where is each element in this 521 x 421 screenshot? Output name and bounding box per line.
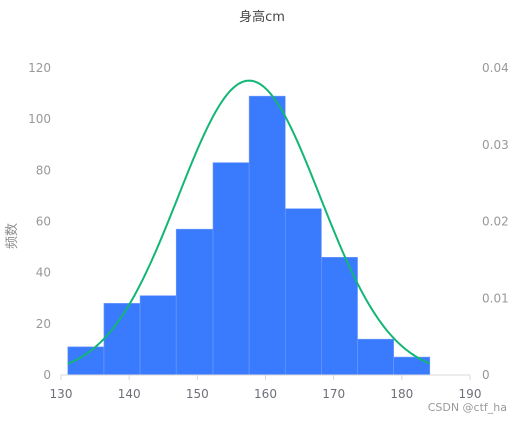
histogram-bar-7 [284, 208, 322, 376]
x-tick-label: 130 [50, 387, 73, 401]
histogram-bar-4 [175, 228, 214, 376]
y-tick-label: 20 [36, 317, 51, 331]
histogram-bar-10 [393, 356, 431, 376]
y-tick-label: 60 [36, 215, 51, 229]
y2-tick-label: 0.04 [482, 61, 509, 75]
x-tick-label: 140 [118, 387, 141, 401]
y-tick-label: 100 [28, 112, 51, 126]
x-tick-label: 170 [322, 387, 345, 401]
y2-tick-label: 0 [482, 368, 490, 382]
y-tick-label: 0 [43, 368, 51, 382]
x-axis-ticks: 130 140 150 160 170 180 190 [50, 375, 482, 401]
chart-title: 身高cm [239, 9, 285, 25]
y-axis-left-ticks: 0 20 40 60 80 100 120 [28, 61, 51, 382]
y-tick-label: 80 [36, 163, 51, 177]
histogram-bar-6 [248, 95, 286, 376]
y-tick-label: 40 [36, 266, 51, 280]
x-tick-label: 180 [390, 387, 413, 401]
x-tick-label: 160 [254, 387, 277, 401]
histogram-bar-5 [212, 162, 250, 376]
y-axis-right-ticks: 0 0.01 0.02 0.03 0.04 [482, 61, 509, 382]
watermark: CSDN @ctf_ha [428, 401, 507, 414]
y-axis-label: 频数 [5, 223, 20, 249]
histogram-bar-2 [103, 303, 141, 376]
x-tick-label: 150 [186, 387, 209, 401]
y2-tick-label: 0.03 [482, 138, 509, 152]
y2-tick-label: 0.02 [482, 215, 509, 229]
density-curve [67, 79, 431, 365]
y2-tick-label: 0.01 [482, 291, 509, 305]
histogram-bar-9 [357, 338, 394, 376]
density-curve-line [67, 79, 431, 365]
histogram-bar-8 [321, 257, 358, 376]
histogram-bars [67, 95, 431, 376]
y-tick-label: 120 [28, 61, 51, 75]
histogram-bar-3 [139, 295, 177, 376]
x-tick-label: 190 [459, 387, 482, 401]
